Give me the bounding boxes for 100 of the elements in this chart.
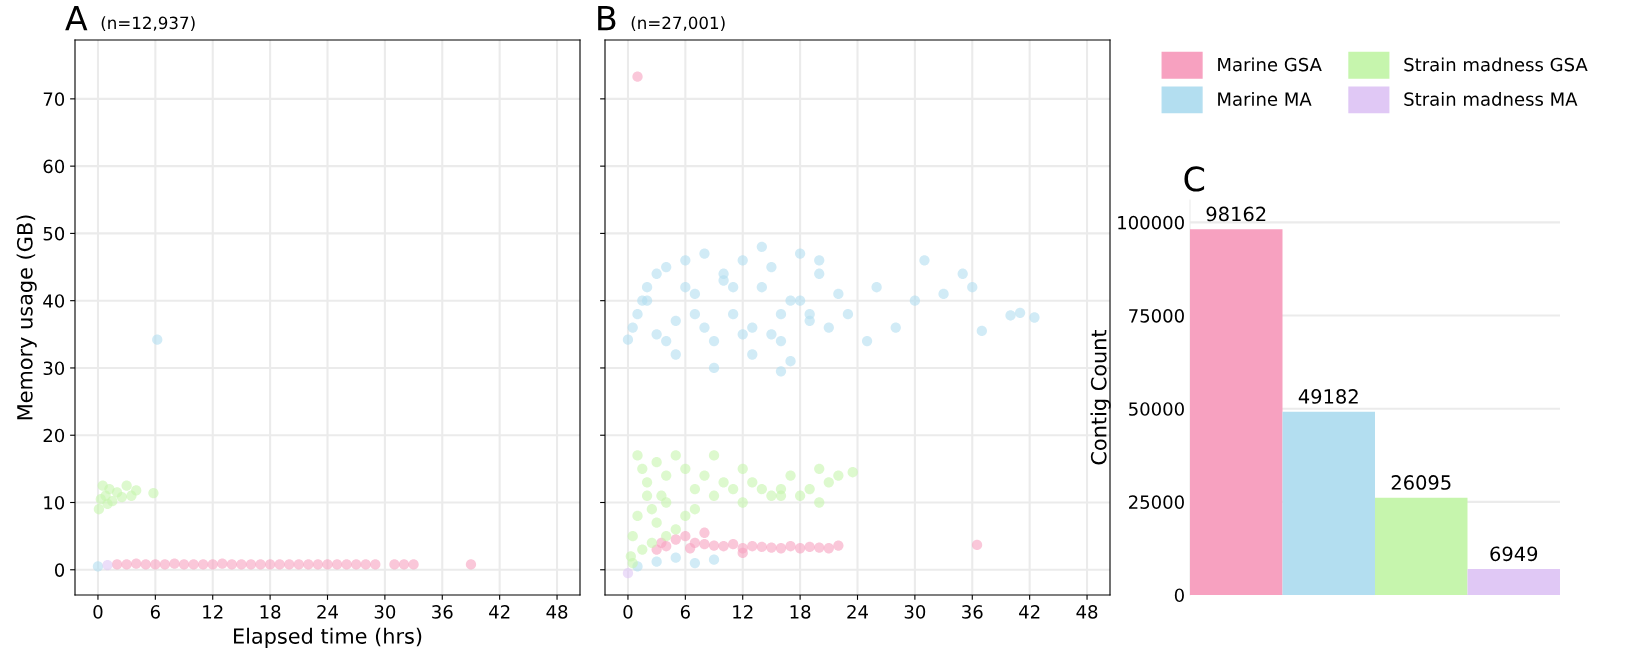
legend-label: Strain madness GSA [1404,57,1588,72]
point [680,530,691,542]
point [814,542,825,553]
text: A [65,5,88,31]
point [785,470,796,481]
point [303,559,314,570]
point [794,543,806,554]
point [641,490,653,501]
legend-label: Marine MA [1218,91,1312,106]
point [169,558,180,569]
y-tick-label: 70 [43,92,65,106]
point [116,491,128,503]
point [131,485,142,496]
point [111,559,123,570]
point [245,559,257,570]
point [627,530,638,542]
x-tick-label: 24 [317,605,338,619]
point [971,539,983,551]
x-tick-label: 36 [962,605,983,619]
point [121,480,132,491]
x-tick-label: 30 [904,605,926,619]
point [718,541,729,552]
point [92,561,104,572]
point [833,540,844,551]
x-tick-label: 6 [680,605,690,619]
point [293,559,304,570]
data-label: 26095 [1391,475,1451,490]
point [360,559,371,570]
point [766,490,777,501]
point [756,483,768,495]
point [107,496,118,507]
point [661,497,672,508]
point [312,559,324,570]
point [207,559,218,570]
point [651,517,662,528]
point [632,71,643,82]
point [389,559,400,570]
point [152,334,163,345]
point [814,463,825,475]
point [823,477,834,488]
data-label: 6949 [1490,546,1538,562]
point [646,504,658,515]
point [255,559,266,570]
y-tick-label: 100000 [1118,215,1184,230]
x-axis-title: Elapsed time (hrs) [234,627,422,648]
y-tick-label: 10 [44,495,65,510]
text: B [598,5,616,31]
point [747,541,758,552]
point [699,470,710,481]
x-tick-label: 48 [1076,605,1098,619]
point [370,559,381,570]
y-tick-label: 75000 [1129,308,1184,323]
point [728,483,739,495]
x-tick-label: 36 [432,605,453,619]
point [322,559,333,570]
x-tick-label: 0 [623,605,633,619]
point [284,559,295,570]
point [689,483,701,495]
point [699,539,710,550]
y-tick-label: 0 [1174,588,1184,603]
point [632,510,643,522]
point [737,497,748,508]
point [756,541,768,553]
y-tick-label: 50000 [1129,402,1184,416]
point [708,540,720,551]
bar [1467,569,1560,595]
y-tick-label: 0 [54,563,65,577]
x-tick-label: 18 [790,605,811,619]
chart-title: (n=27,001) [631,16,725,32]
text: C [1184,166,1205,192]
point [341,559,352,570]
point [102,559,113,571]
point [226,559,238,570]
chart-title: (n=12,937) [101,16,195,32]
point [689,537,701,549]
point [274,559,285,570]
point [823,543,834,554]
point [699,527,710,538]
point [718,477,729,488]
x-tick-label: 0 [93,605,103,619]
point [150,559,161,570]
point [670,450,681,461]
y-tick-label: 60 [43,159,65,174]
point [804,541,815,553]
point [627,557,638,569]
x-tick-label: 18 [260,605,281,619]
legend-label: Marine GSA [1218,57,1322,72]
point [804,483,815,495]
point [728,539,739,550]
point [766,542,777,553]
y-tick-label: 20 [43,428,65,443]
point [646,537,658,549]
point [737,547,748,559]
y-axis-title: Contig Count [1090,329,1111,465]
point [775,543,787,554]
point [641,477,653,488]
point [178,559,190,570]
legend-label: Strain madness MA [1404,91,1578,106]
point [188,559,199,570]
point [689,504,701,515]
